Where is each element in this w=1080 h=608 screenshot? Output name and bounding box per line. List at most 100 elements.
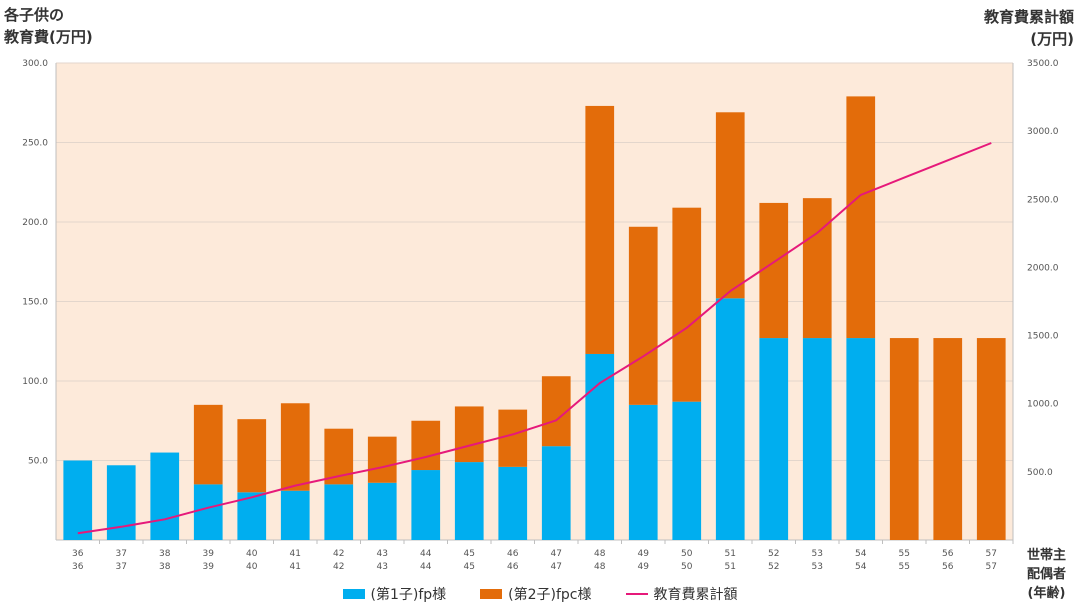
bar-first-child bbox=[628, 404, 658, 540]
x-tick-label-spouse: 47 bbox=[551, 562, 562, 572]
bar-second-child bbox=[237, 419, 267, 493]
x-tick-label-head: 54 bbox=[855, 549, 867, 559]
bar-second-child bbox=[759, 202, 789, 339]
y-right-tick-label: 3500.0 bbox=[1027, 59, 1059, 69]
bar-second-child bbox=[367, 436, 397, 483]
bar-second-child bbox=[454, 406, 484, 463]
bar-first-child bbox=[715, 298, 745, 540]
y-right-tick-label: 2000.0 bbox=[1027, 263, 1059, 273]
x-tick-label-head: 55 bbox=[899, 549, 910, 559]
x-tick-label-spouse: 45 bbox=[464, 562, 475, 572]
bar-second-child bbox=[802, 198, 832, 339]
y-left-tick-label: 100.0 bbox=[22, 377, 48, 387]
bar-first-child bbox=[367, 482, 397, 540]
x-tick-label-spouse: 48 bbox=[594, 562, 606, 572]
left-axis-title: 各子供の 教育費(万円) bbox=[4, 6, 93, 46]
x-tick-label-head: 47 bbox=[551, 549, 562, 559]
x-tick-label-spouse: 52 bbox=[768, 562, 779, 572]
x-tick-label-spouse: 36 bbox=[72, 562, 84, 572]
y-right-tick-label: 1500.0 bbox=[1027, 332, 1059, 342]
x-tick-label-head: 45 bbox=[464, 549, 475, 559]
x-tick-label-head: 43 bbox=[377, 549, 388, 559]
y-left-tick-label: 50.0 bbox=[28, 457, 48, 467]
right-axis-title: 教育費累計額 (万円) bbox=[983, 8, 1074, 48]
x-tick-label-head: 56 bbox=[942, 549, 954, 559]
bar-first-child bbox=[846, 338, 876, 540]
bar-first-child bbox=[541, 446, 571, 540]
bar-second-child bbox=[715, 112, 745, 299]
x-tick-label-head: 48 bbox=[594, 549, 606, 559]
legend-swatch-cumulative bbox=[625, 593, 648, 595]
bar-first-child bbox=[193, 484, 223, 540]
bar-second-child bbox=[976, 338, 1006, 540]
legend-label-cumulative: 教育費累計額 bbox=[653, 587, 738, 603]
x-tick-label-spouse: 42 bbox=[333, 562, 344, 572]
bar-second-child bbox=[193, 404, 223, 485]
bar-first-child bbox=[63, 460, 93, 540]
legend: (第1子)fp様 (第2子)fpc様 教育費累計額 bbox=[0, 584, 1080, 604]
x-tick-label-head: 40 bbox=[246, 549, 258, 559]
x-tick-label-head: 37 bbox=[116, 549, 127, 559]
x-tick-label-head: 46 bbox=[507, 549, 519, 559]
bar-first-child bbox=[802, 338, 832, 540]
x-tick-label-head: 42 bbox=[333, 549, 344, 559]
bar-second-child bbox=[280, 403, 310, 491]
x-tick-label-head: 36 bbox=[72, 549, 84, 559]
x-axis-title: 世帯主 配偶者 (年齢) bbox=[1026, 548, 1066, 601]
x-tick-label-head: 44 bbox=[420, 549, 432, 559]
legend-label-first-child: (第1子)fp様 bbox=[370, 587, 447, 603]
y-left-tick-label: 250.0 bbox=[22, 139, 48, 149]
bar-second-child bbox=[411, 420, 441, 471]
x-tick-label-head: 50 bbox=[681, 549, 693, 559]
bar-first-child bbox=[759, 338, 789, 540]
x-tick-label-spouse: 53 bbox=[812, 562, 823, 572]
x-tick-label-spouse: 57 bbox=[986, 562, 997, 572]
x-tick-label-spouse: 44 bbox=[420, 562, 432, 572]
x-tick-label-head: 53 bbox=[812, 549, 823, 559]
bar-first-child bbox=[498, 466, 528, 540]
cumulative-line bbox=[77, 142, 992, 535]
x-tick-label-head: 57 bbox=[986, 549, 997, 559]
legend-item-second-child: (第2子)fpc様 bbox=[480, 584, 592, 604]
x-tick-label-spouse: 46 bbox=[507, 562, 519, 572]
x-tick-label-spouse: 39 bbox=[203, 562, 215, 572]
y-right-tick-label: 1000.0 bbox=[1027, 400, 1059, 410]
bar-second-child bbox=[628, 226, 658, 405]
x-tick-label-spouse: 38 bbox=[159, 562, 171, 572]
x-tick-label-head: 51 bbox=[725, 549, 736, 559]
y-right-tick-label: 500.0 bbox=[1027, 468, 1053, 478]
bar-second-child bbox=[933, 338, 963, 540]
x-tick-label-spouse: 50 bbox=[681, 562, 693, 572]
x-tick-label-head: 52 bbox=[768, 549, 779, 559]
x-tick-label-spouse: 43 bbox=[377, 562, 388, 572]
y-right-tick-label: 2500.0 bbox=[1027, 195, 1059, 205]
legend-label-second-child: (第2子)fpc様 bbox=[508, 587, 592, 603]
legend-item-first-child: (第1子)fp様 bbox=[342, 584, 447, 604]
y-left-tick-label: 300.0 bbox=[22, 59, 48, 69]
bar-first-child bbox=[454, 462, 484, 540]
x-tick-label-spouse: 56 bbox=[942, 562, 954, 572]
legend-swatch-first-child bbox=[342, 589, 365, 599]
bar-first-child bbox=[150, 452, 180, 540]
bar-second-child bbox=[672, 207, 702, 402]
y-left-tick-label: 200.0 bbox=[22, 218, 48, 228]
bar-second-child bbox=[846, 96, 876, 339]
x-tick-label-head: 49 bbox=[638, 549, 650, 559]
y-right-tick-label: 3000.0 bbox=[1027, 127, 1059, 137]
legend-item-cumulative: 教育費累計額 bbox=[625, 584, 738, 604]
legend-swatch-second-child bbox=[480, 589, 503, 599]
bar-first-child bbox=[672, 401, 702, 540]
bar-first-child bbox=[324, 484, 354, 540]
x-tick-label-spouse: 51 bbox=[725, 562, 736, 572]
x-tick-label-spouse: 54 bbox=[855, 562, 867, 572]
bar-first-child bbox=[280, 490, 310, 540]
bar-first-child bbox=[411, 470, 441, 540]
x-tick-label-head: 41 bbox=[290, 549, 301, 559]
bar-second-child bbox=[889, 338, 919, 540]
x-tick-label-spouse: 40 bbox=[246, 562, 258, 572]
x-tick-label-spouse: 55 bbox=[899, 562, 910, 572]
x-tick-label-spouse: 41 bbox=[290, 562, 301, 572]
bar-second-child bbox=[585, 105, 615, 354]
y-left-tick-label: 150.0 bbox=[22, 298, 48, 308]
